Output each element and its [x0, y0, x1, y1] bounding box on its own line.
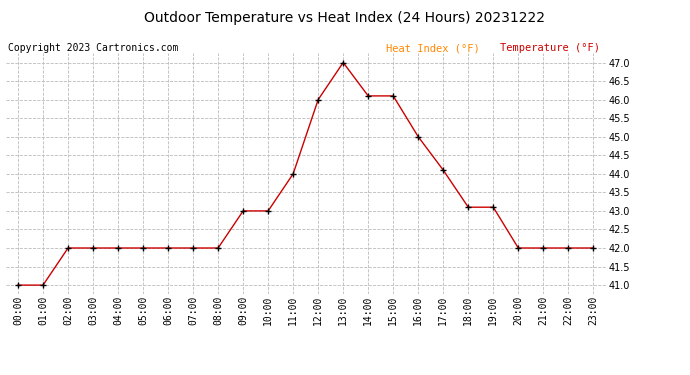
Text: Temperature (°F): Temperature (°F) [500, 43, 600, 53]
Text: Heat Index (°F): Heat Index (°F) [386, 43, 480, 53]
Text: Copyright 2023 Cartronics.com: Copyright 2023 Cartronics.com [8, 43, 179, 53]
Text: Outdoor Temperature vs Heat Index (24 Hours) 20231222: Outdoor Temperature vs Heat Index (24 Ho… [144, 11, 546, 25]
